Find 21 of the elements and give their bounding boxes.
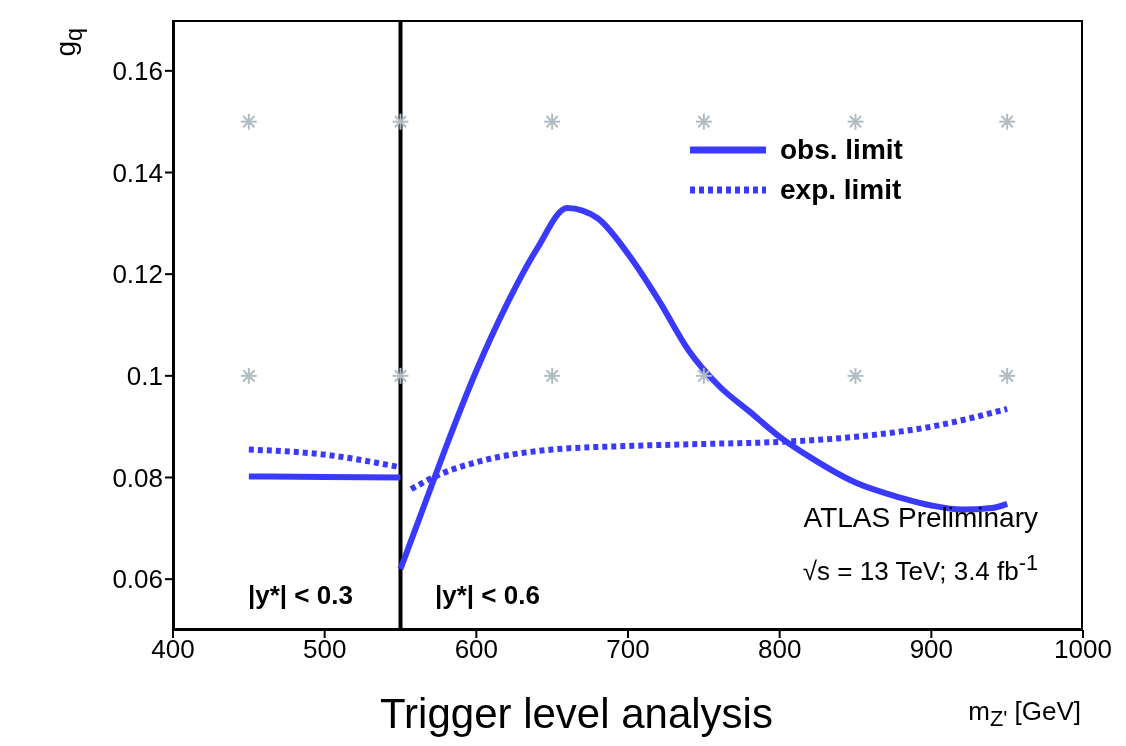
y-tick-label: 0.1 <box>126 361 163 392</box>
x-tick-label: 700 <box>606 634 650 665</box>
x-tick-label: 900 <box>909 634 954 665</box>
y-tick-label: 0.16 <box>112 56 163 87</box>
x-tick-label: 400 <box>151 634 195 665</box>
x-tick-label: 600 <box>454 634 499 665</box>
y-tick-label: 0.12 <box>112 259 163 290</box>
y-tick-label: 0.08 <box>112 462 163 493</box>
annotation: |y*| < 0.3 <box>248 580 353 611</box>
annotation: |y*| < 0.6 <box>435 580 540 611</box>
text: Trigger level analysis <box>380 690 773 738</box>
x-tick-label: 500 <box>302 634 347 665</box>
y-tick-label: 0.06 <box>112 564 163 595</box>
x-tick-label: 800 <box>757 634 802 665</box>
x-axis-title: m$_{Z'}$ [GeV] <box>968 696 1081 733</box>
legend-label: obs. limit <box>780 134 903 166</box>
annotation: √s = 13 TeV; 3.4 fb$^{-1}$ <box>802 550 1038 587</box>
y-tick-label: 0.14 <box>112 157 163 188</box>
legend-label: exp. limit <box>780 174 902 206</box>
x-tick-label: 1000 <box>1054 634 1112 665</box>
annotation: ATLAS Preliminary <box>803 502 1038 534</box>
